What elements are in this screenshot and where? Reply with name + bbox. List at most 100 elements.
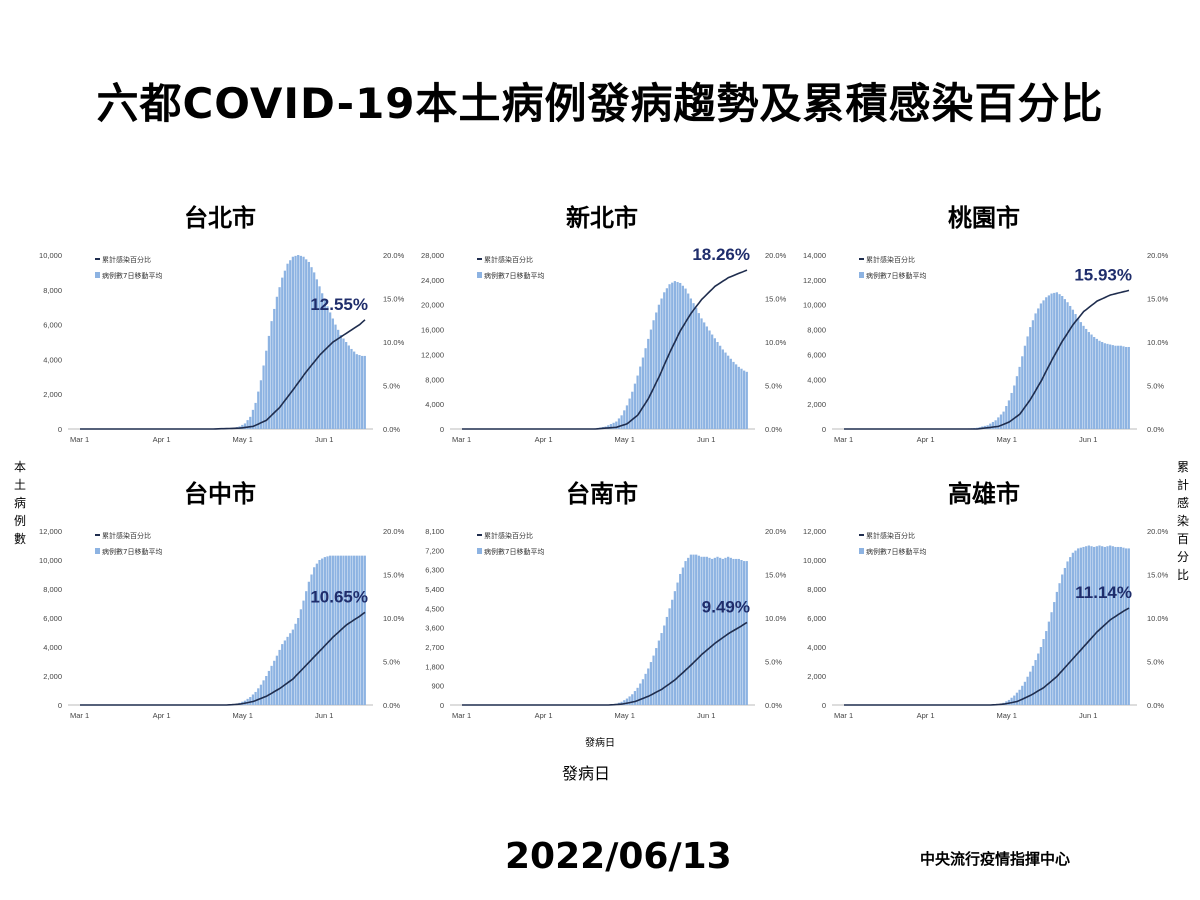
- chart-bar: [1082, 546, 1085, 705]
- y-tick-label: 6,000: [807, 614, 826, 623]
- y-tick-label: 12,000: [421, 350, 444, 359]
- chart-bar: [299, 255, 302, 429]
- chart-bar: [1055, 292, 1058, 429]
- chart-bar: [286, 636, 289, 705]
- chart-bar: [1077, 318, 1080, 429]
- legend-swatch-bar: [859, 548, 864, 554]
- y-tick-label: 0: [440, 425, 444, 434]
- chart-bar: [1095, 546, 1098, 705]
- chart-bar: [1122, 547, 1125, 705]
- chart-panel-2: 新北市 0 4,000 8,000 12,000 16,000 20,000 24,000 2…: [402, 198, 802, 468]
- chart-bar: [673, 281, 676, 429]
- chart-bar: [697, 555, 700, 705]
- chart-bar: [743, 561, 746, 705]
- chart-bar: [644, 673, 647, 705]
- chart-bar: [355, 555, 358, 705]
- chart-bar: [631, 694, 634, 705]
- chart-bar: [1047, 295, 1051, 429]
- chart-bar: [721, 349, 724, 429]
- chart-bar: [1039, 647, 1043, 705]
- chart-bar: [1127, 346, 1130, 429]
- y-tick-label: 2,000: [43, 390, 62, 399]
- chart-bar: [665, 616, 669, 705]
- chart-bar: [644, 348, 647, 429]
- chart-bar: [318, 286, 321, 429]
- chart-bar: [649, 329, 653, 429]
- chart-bar: [1050, 612, 1053, 705]
- chart-bar: [265, 350, 268, 429]
- legend-swatch-bar: [477, 272, 482, 278]
- chart-bar: [713, 557, 716, 705]
- legend-label: 病例數7日移動平均: [866, 271, 926, 280]
- chart-bar: [262, 680, 265, 705]
- chart-bar: [1106, 546, 1109, 705]
- y-tick-label: 8,000: [807, 326, 826, 335]
- chart-bar: [1021, 685, 1024, 705]
- chart-bar: [639, 366, 642, 429]
- chart-bar: [636, 375, 639, 429]
- chart-bar: [1013, 385, 1016, 429]
- chart-bar: [305, 591, 308, 705]
- chart-bar: [249, 697, 252, 705]
- y2-tick-label: 0.0%: [383, 701, 400, 710]
- chart-bar: [307, 581, 310, 705]
- chart-bar: [703, 322, 706, 429]
- y-tick-label: 8,000: [43, 286, 62, 295]
- chart-bar: [700, 318, 703, 429]
- y-tick-label: 8,000: [43, 585, 62, 594]
- chart-bar: [275, 655, 279, 705]
- chart-bar: [1101, 546, 1104, 705]
- chart-bar: [633, 691, 637, 705]
- x-tick-label: Jun 1: [1079, 711, 1097, 720]
- x-tick-label: Mar 1: [70, 711, 89, 720]
- chart-bar: [687, 557, 690, 705]
- y2-tick-label: 10.0%: [383, 338, 405, 347]
- y-tick-label: 8,000: [807, 585, 826, 594]
- chart-bar: [267, 670, 271, 705]
- y2-tick-label: 5.0%: [1147, 382, 1164, 391]
- legend-swatch-bar: [95, 272, 100, 278]
- chart-bar: [711, 334, 714, 429]
- y-tick-label: 12,000: [39, 527, 62, 536]
- legend-label: 累計感染百分比: [866, 255, 915, 264]
- chart-bar: [1079, 547, 1082, 705]
- y-tick-label: 1,800: [425, 662, 444, 671]
- y-tick-label: 6,000: [43, 321, 62, 330]
- chart-bar: [689, 298, 692, 429]
- chart-bar: [337, 555, 340, 705]
- annotation-label: 12.55%: [310, 295, 368, 314]
- chart-bar: [695, 307, 698, 429]
- chart-bar: [350, 348, 353, 429]
- chart-bar: [997, 417, 1000, 429]
- chart-svg: 0 2,000 4,000 6,000 8,000 10,000 12,000 0.0% 5.0…: [803, 527, 1169, 720]
- chart-bar: [243, 423, 247, 429]
- chart-bar: [289, 260, 292, 429]
- chart-bar: [361, 555, 364, 705]
- chart-bar: [323, 300, 326, 429]
- y-tick-label: 6,300: [425, 566, 444, 575]
- y-tick-label: 4,000: [425, 400, 444, 409]
- legend-label: 病例數7日移動平均: [484, 271, 544, 280]
- chart-bar: [297, 618, 300, 705]
- chart-bar: [991, 421, 995, 429]
- chart-bar: [289, 633, 292, 705]
- chart-bar: [310, 574, 313, 705]
- y-tick-label: 4,000: [43, 643, 62, 652]
- chart-bar: [342, 555, 345, 705]
- chart-bar: [727, 556, 730, 705]
- annotation-label: 18.26%: [692, 245, 750, 264]
- chart-bar: [652, 655, 655, 705]
- chart-title: 台北市: [184, 204, 256, 232]
- chart-bar: [628, 696, 631, 705]
- chart-bar: [254, 691, 257, 705]
- chart-bar: [684, 288, 687, 429]
- chart-bar: [729, 358, 732, 429]
- chart-bar: [1013, 695, 1016, 705]
- legend-label: 累計感染百分比: [484, 531, 533, 540]
- y2-tick-label: 15.0%: [383, 571, 405, 580]
- chart-bar: [647, 338, 650, 429]
- chart-bar: [631, 391, 634, 429]
- chart-bar: [636, 687, 639, 705]
- chart-bar: [703, 556, 706, 705]
